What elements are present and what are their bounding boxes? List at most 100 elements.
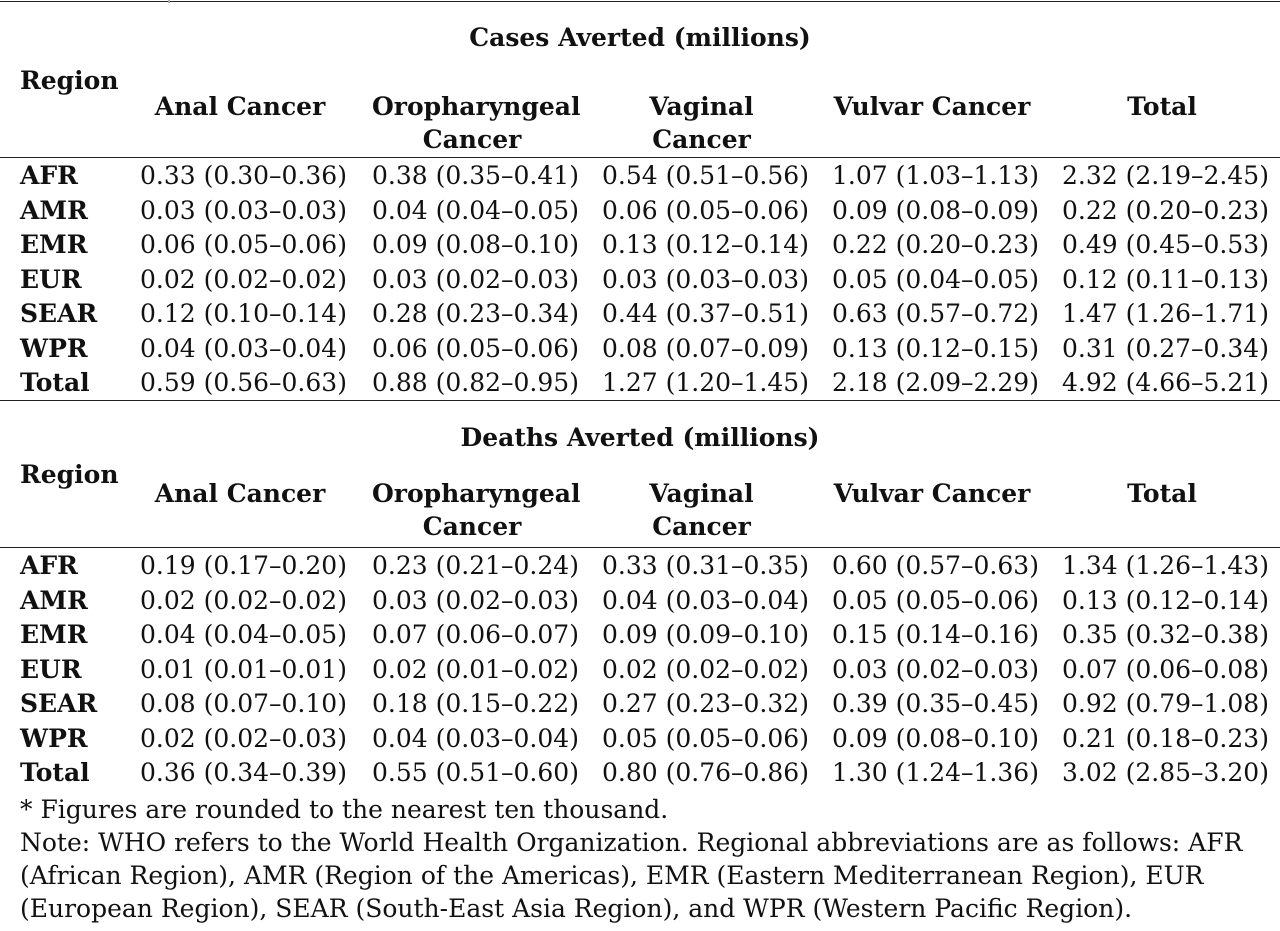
table-cell: 0.13 (0.12–0.14) bbox=[1062, 585, 1269, 615]
table-cell: 0.02 (0.02–0.02) bbox=[140, 585, 347, 615]
row-region-label: Total bbox=[20, 758, 90, 787]
row-region-label: WPR bbox=[20, 333, 88, 363]
abbreviation-note: Note: WHO refers to the World Health Org… bbox=[20, 828, 1243, 923]
table-cell: 0.03 (0.02–0.03) bbox=[372, 264, 579, 294]
col-header-total: Total bbox=[1127, 479, 1197, 508]
table-cell: 0.03 (0.03–0.03) bbox=[602, 264, 809, 294]
table-cell: 0.12 (0.11–0.13) bbox=[1062, 264, 1269, 294]
col-header-oropharyngeal: Oropharyngeal Cancer bbox=[372, 479, 581, 541]
table-cell: 0.22 (0.20–0.23) bbox=[832, 230, 1039, 259]
table-cell: 0.33 (0.30–0.36) bbox=[140, 161, 347, 190]
top-tick bbox=[168, 0, 170, 3]
table-cell: 0.02 (0.01–0.02) bbox=[372, 654, 579, 684]
table-cell: 0.07 (0.06–0.08) bbox=[1062, 654, 1269, 684]
row-region-label: SEAR bbox=[20, 689, 98, 718]
row-region-label: EMR bbox=[20, 620, 88, 649]
table-cell: 0.06 (0.05–0.06) bbox=[140, 230, 347, 259]
table-cell: 0.02 (0.02–0.02) bbox=[140, 264, 347, 294]
table-cell: 0.06 (0.05–0.06) bbox=[602, 195, 809, 225]
section-bottom-rule bbox=[0, 400, 1280, 401]
footnote: * Figures are rounded to the nearest ten… bbox=[20, 795, 669, 824]
table-cell: 0.06 (0.05–0.06) bbox=[372, 333, 579, 363]
row-region-label: AMR bbox=[20, 195, 88, 225]
table-cell: 0.13 (0.12–0.14) bbox=[602, 230, 809, 259]
table-cell: 0.09 (0.09–0.10) bbox=[602, 620, 809, 649]
table-cell: 0.21 (0.18–0.23) bbox=[1062, 723, 1269, 753]
table-cell: 1.47 (1.26–1.71) bbox=[1062, 299, 1269, 328]
table-cell: 0.18 (0.15–0.22) bbox=[372, 689, 579, 718]
row-region-label: AFR bbox=[20, 551, 78, 580]
table-cell: 1.27 (1.20–1.45) bbox=[602, 368, 809, 397]
table-cell: 0.63 (0.57–0.72) bbox=[832, 299, 1039, 328]
table-cell: 0.09 (0.08–0.10) bbox=[832, 723, 1039, 753]
section-title: Deaths Averted (millions) bbox=[460, 423, 820, 452]
row-region-label: SEAR bbox=[20, 299, 98, 328]
table-cell: 0.19 (0.17–0.20) bbox=[140, 551, 347, 580]
table-cell: 0.03 (0.03–0.03) bbox=[140, 195, 347, 225]
table-cell: 0.04 (0.04–0.05) bbox=[372, 195, 579, 225]
table-cell: 0.12 (0.10–0.14) bbox=[140, 299, 347, 328]
table-cell: 0.04 (0.04–0.05) bbox=[140, 620, 347, 649]
row-region-label: WPR bbox=[20, 723, 88, 753]
table-cell: 0.13 (0.12–0.15) bbox=[832, 333, 1039, 363]
table-cell: 0.03 (0.02–0.03) bbox=[832, 654, 1039, 684]
table-cell: 3.02 (2.85–3.20) bbox=[1062, 758, 1269, 787]
table-cell: 0.23 (0.21–0.24) bbox=[372, 551, 579, 580]
row-region-label: EUR bbox=[20, 654, 82, 684]
col-header-anal: Anal Cancer bbox=[154, 92, 326, 121]
header-rule bbox=[0, 157, 1280, 158]
table-cell: 0.28 (0.23–0.34) bbox=[372, 299, 579, 328]
table-cell: 0.03 (0.02–0.03) bbox=[372, 585, 579, 615]
table-cell: 1.30 (1.24–1.36) bbox=[832, 758, 1039, 787]
table-cell: 0.04 (0.03–0.04) bbox=[140, 333, 347, 363]
col-header-vulvar: Vulvar Cancer bbox=[833, 92, 1031, 121]
table-cell: 0.35 (0.32–0.38) bbox=[1062, 620, 1269, 649]
row-region-label: AMR bbox=[20, 585, 88, 615]
col-header-total: Total bbox=[1127, 92, 1197, 121]
table-cell: 0.05 (0.05–0.06) bbox=[832, 585, 1039, 615]
table-cell: 0.36 (0.34–0.39) bbox=[140, 758, 347, 787]
table-cell: 0.02 (0.02–0.02) bbox=[602, 654, 809, 684]
table-cell: 0.59 (0.56–0.63) bbox=[140, 368, 347, 397]
table-cell: 0.92 (0.79–1.08) bbox=[1062, 689, 1269, 718]
table-cell: 0.07 (0.06–0.07) bbox=[372, 620, 579, 649]
region-header: Region bbox=[20, 66, 119, 95]
region-header: Region bbox=[20, 460, 119, 489]
table-cell: 0.60 (0.57–0.63) bbox=[832, 551, 1039, 580]
table-cell: 0.38 (0.35–0.41) bbox=[372, 161, 579, 190]
table-cell: 2.32 (2.19–2.45) bbox=[1062, 161, 1269, 190]
table-cell: 0.01 (0.01–0.01) bbox=[140, 654, 347, 684]
table-cell: 0.04 (0.03–0.04) bbox=[602, 585, 809, 615]
table-cell: 0.39 (0.35–0.45) bbox=[832, 689, 1039, 718]
col-header-vaginal: Vaginal Cancer bbox=[649, 479, 754, 541]
row-region-label: Total bbox=[20, 368, 90, 397]
col-header-vaginal: Vaginal Cancer bbox=[649, 92, 754, 154]
table-cell: 0.08 (0.07–0.10) bbox=[140, 689, 347, 718]
section-title: Cases Averted (millions) bbox=[469, 23, 811, 52]
col-header-oropharyngeal: Oropharyngeal Cancer bbox=[372, 92, 581, 154]
row-region-label: EUR bbox=[20, 264, 82, 294]
table-cell: 0.33 (0.31–0.35) bbox=[602, 551, 809, 580]
table-cell: 0.09 (0.08–0.10) bbox=[372, 230, 579, 259]
table-cell: 0.44 (0.37–0.51) bbox=[602, 299, 809, 328]
table-cell: 0.05 (0.05–0.06) bbox=[602, 723, 809, 753]
table-cell: 0.49 (0.45–0.53) bbox=[1062, 230, 1269, 259]
table-cell: 1.07 (1.03–1.13) bbox=[832, 161, 1039, 190]
table-cell: 0.22 (0.20–0.23) bbox=[1062, 195, 1269, 225]
table-cell: 0.04 (0.03–0.04) bbox=[372, 723, 579, 753]
table-cell: 0.08 (0.07–0.09) bbox=[602, 333, 809, 363]
table-cell: 4.92 (4.66–5.21) bbox=[1062, 368, 1269, 397]
table-cell: 0.80 (0.76–0.86) bbox=[602, 758, 809, 787]
table-cell: 0.27 (0.23–0.32) bbox=[602, 689, 809, 718]
header-rule bbox=[0, 547, 1280, 548]
table-cell: 0.02 (0.02–0.03) bbox=[140, 723, 347, 753]
table-cell: 0.05 (0.04–0.05) bbox=[832, 264, 1039, 294]
table-cell: 2.18 (2.09–2.29) bbox=[832, 368, 1039, 397]
table-cell: 1.34 (1.26–1.43) bbox=[1062, 551, 1269, 580]
row-region-label: AFR bbox=[20, 161, 78, 190]
table-cell: 0.54 (0.51–0.56) bbox=[602, 161, 809, 190]
table-cell: 0.55 (0.51–0.60) bbox=[372, 758, 579, 787]
top-rule bbox=[0, 1, 1280, 2]
col-header-vulvar: Vulvar Cancer bbox=[833, 479, 1031, 508]
table-cell: 0.31 (0.27–0.34) bbox=[1062, 333, 1269, 363]
